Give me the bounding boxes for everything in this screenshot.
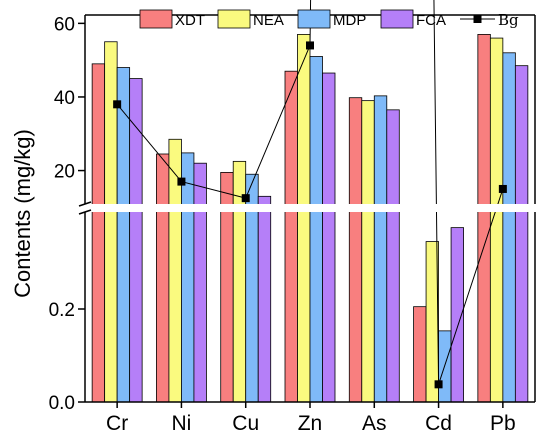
bg-line-layer <box>113 0 507 389</box>
x-tick-label-cd: Cd <box>425 412 452 435</box>
bar-mdp-zn <box>309 56 323 403</box>
y-tick-label-upper-60: 60 <box>54 14 75 35</box>
bg-point-zn <box>306 41 314 50</box>
y-tick-label-lower-0.0: 0.0 <box>49 393 75 414</box>
bar-fca-zn <box>322 72 336 403</box>
bar-fca-cu <box>257 195 272 403</box>
x-tick-label-as: As <box>362 412 387 435</box>
legend-swatch-xdt <box>139 9 173 29</box>
axis-break-band <box>77 204 543 212</box>
y-tick-label-upper-20: 20 <box>54 162 75 183</box>
bg-point-cr <box>113 100 122 109</box>
bar-nea-as <box>361 100 375 403</box>
bg-point-ni <box>177 177 186 186</box>
bars-layer <box>91 34 529 403</box>
legend-swatch-fca <box>380 9 414 29</box>
x-tick-label-pb: Pb <box>490 412 516 435</box>
x-tick-label-zn: Zn <box>298 412 323 435</box>
x-tick-label-cu: Cu <box>232 412 259 435</box>
legend-marker-bg <box>473 15 482 23</box>
bar-xdt-pb <box>477 34 491 403</box>
bar-fca-as <box>386 109 400 403</box>
bar-xdt-cd <box>413 306 427 403</box>
bar-mdp-ni <box>181 152 195 403</box>
bar-xdt-zn <box>284 70 298 403</box>
x-tick-label-ni: Ni <box>172 412 192 435</box>
legend-label-nea: NEA <box>253 12 284 29</box>
bg-point-cu <box>241 194 250 203</box>
bar-xdt-as <box>348 97 363 403</box>
y-axis-title: Contents (mg/kg) <box>10 129 35 298</box>
bar-fca-pb <box>514 65 529 403</box>
break-mark-1 <box>78 201 92 207</box>
x-tick-label-cr: Cr <box>106 412 128 435</box>
bar-mdp-pb <box>502 52 516 403</box>
bar-fca-ni <box>193 162 207 403</box>
y-tick-label-lower-0.2: 0.2 <box>49 300 75 321</box>
legend-label-mdp: MDP <box>333 12 366 29</box>
bar-nea-zn <box>297 34 311 403</box>
bar-xdt-cr <box>91 63 106 403</box>
legend-label-bg: Bg <box>498 11 519 29</box>
bar-nea-cr <box>104 41 118 403</box>
break-mark-2 <box>78 209 92 215</box>
bg-point-cd <box>434 380 443 389</box>
legend: XDT NEA MDP FCA Bg <box>139 9 519 29</box>
legend-label-fca: FCA <box>416 12 446 29</box>
y-tick-label-upper-40: 40 <box>54 88 75 109</box>
bar-xdt-ni <box>156 153 170 403</box>
bar-mdp-as <box>373 95 388 403</box>
legend-label-xdt: XDT <box>175 12 205 29</box>
legend-swatch-mdp <box>297 9 331 29</box>
legend-swatch-nea <box>217 9 251 29</box>
bg-point-pb <box>498 184 507 193</box>
